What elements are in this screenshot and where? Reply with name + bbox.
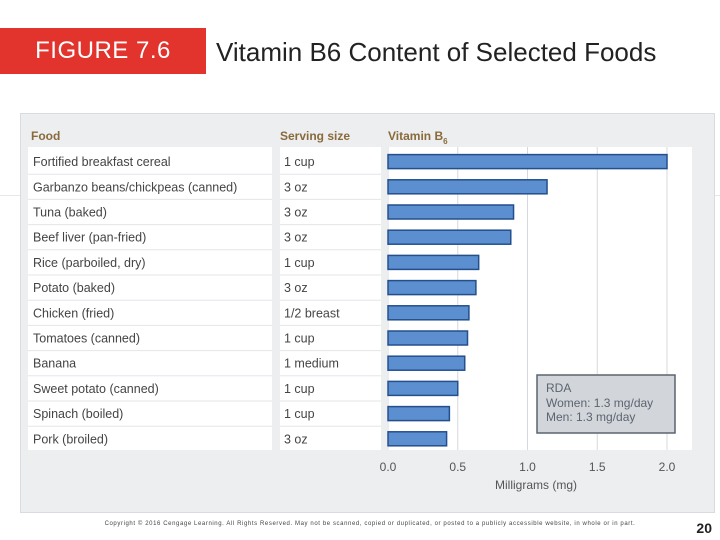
- serving-size-label: 1 cup: [284, 332, 315, 346]
- page-number: 20: [696, 520, 712, 536]
- serving-size-label: 1 cup: [284, 382, 315, 396]
- food-label: Rice (parboiled, dry): [33, 256, 146, 270]
- serving-size-label: 1/2 breast: [284, 306, 340, 320]
- x-axis-ticks: 0.0 0.5 1.0 1.5 2.0: [380, 460, 676, 474]
- food-column-bg: [28, 147, 272, 450]
- food-label: Beef liver (pan-fried): [33, 231, 146, 245]
- food-label: Fortified breakfast cereal: [33, 155, 171, 169]
- food-label: Pork (broiled): [33, 432, 108, 446]
- header-value-text: Vitamin B: [388, 129, 443, 143]
- serving-size-label: 3 oz: [284, 281, 308, 295]
- rda-title: RDA: [546, 381, 571, 395]
- serving-size-label: 1 cup: [284, 256, 315, 270]
- bar: [387, 179, 548, 195]
- serving-size-label: 1 cup: [284, 407, 315, 421]
- rda-box: RDA Women: 1.3 mg/day Men: 1.3 mg/day: [536, 374, 676, 434]
- bar: [387, 305, 470, 321]
- x-tick-label: 2.0: [659, 460, 676, 474]
- food-label: Potato (baked): [33, 281, 115, 295]
- food-label: Sweet potato (canned): [33, 382, 159, 396]
- bar: [387, 204, 515, 220]
- food-label: Tomatoes (canned): [33, 332, 140, 346]
- header-value-subscript: 6: [443, 137, 448, 146]
- serving-size-label: 3 oz: [284, 231, 308, 245]
- serving-size-label: 3 oz: [284, 206, 308, 220]
- bar: [387, 405, 451, 422]
- rda-box-bg: [536, 374, 676, 434]
- bar: [387, 355, 466, 371]
- chart-panel: Food Serving size Vitamin B6 Fortified b…: [20, 113, 715, 513]
- x-tick-label: 0.0: [380, 460, 397, 474]
- x-tick-label: 1.5: [589, 460, 606, 474]
- x-axis-label: Milligrams (mg): [495, 478, 577, 492]
- food-label: Chicken (fried): [33, 306, 114, 320]
- bar: [387, 380, 459, 397]
- figure-label: FIGURE 7.6: [0, 28, 206, 74]
- bar: [387, 153, 668, 170]
- serving-size-label: 3 oz: [284, 432, 308, 446]
- page-title: Vitamin B6 Content of Selected Foods: [216, 37, 657, 67]
- serving-size-label: 1 cup: [284, 155, 315, 169]
- food-label: Tuna (baked): [33, 206, 107, 220]
- food-label: Banana: [33, 357, 76, 371]
- bar: [387, 279, 477, 296]
- header-food: Food: [31, 129, 60, 143]
- bar: [387, 330, 469, 346]
- food-label: Garbanzo beans/chickpeas (canned): [33, 180, 237, 194]
- food-label: Spinach (boiled): [33, 407, 123, 421]
- header-value: Vitamin B6: [388, 129, 448, 146]
- serving-size-label: 1 medium: [284, 357, 339, 371]
- rda-men: Men: 1.3 mg/day: [546, 410, 635, 424]
- header-serving: Serving size: [280, 129, 350, 143]
- x-tick-label: 0.5: [449, 460, 466, 474]
- serving-column-bg: [280, 147, 381, 450]
- bar: [387, 254, 480, 271]
- vitamin-b6-bar-chart: Food Serving size Vitamin B6 Fortified b…: [28, 129, 692, 492]
- chart-rows: Fortified breakfast cereal 1 cup Garbanzo …: [28, 153, 668, 447]
- bar: [387, 229, 512, 245]
- bar: [387, 431, 448, 447]
- rda-women: Women: 1.3 mg/day: [546, 396, 653, 410]
- serving-size-label: 3 oz: [284, 180, 308, 194]
- copyright-footer: Copyright © 2016 Cengage Learning. All R…: [104, 521, 636, 527]
- x-tick-label: 1.0: [519, 460, 536, 474]
